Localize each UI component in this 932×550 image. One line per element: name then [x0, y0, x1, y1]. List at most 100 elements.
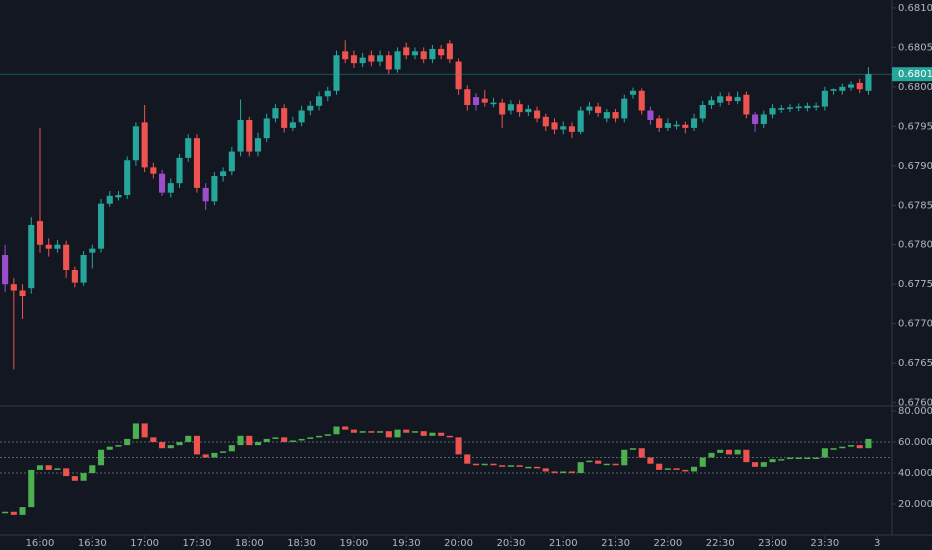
- candle-body: [420, 51, 427, 60]
- x-tick-label: 16:00: [26, 538, 55, 549]
- oscillator-bar: [656, 463, 663, 470]
- candle-body: [603, 112, 610, 119]
- candle-body: [577, 110, 584, 132]
- oscillator-bar: [472, 463, 480, 466]
- candle-body: [45, 244, 52, 249]
- oscillator-bar: [830, 448, 837, 450]
- candle-body: [185, 138, 192, 158]
- oscillator-bar: [786, 457, 794, 460]
- oscillator-bar: [368, 431, 375, 433]
- oscillator-bar: [19, 507, 26, 515]
- oscillator-bar: [89, 465, 96, 474]
- candle-body: [612, 112, 619, 119]
- candle-body: [760, 114, 767, 124]
- candle-body: [481, 98, 488, 103]
- candle-body: [743, 94, 750, 115]
- candle-body: [2, 255, 9, 285]
- oscillator-bar: [821, 448, 828, 458]
- oscillator-bar: [333, 426, 340, 435]
- candle-body: [272, 108, 279, 119]
- candle-body: [786, 107, 794, 109]
- candle-body: [377, 55, 384, 62]
- candle-body: [708, 100, 715, 105]
- candle-body: [464, 89, 471, 105]
- oscillator-bar: [438, 432, 445, 436]
- oscillator-bar: [682, 469, 689, 472]
- oscillator-bar: [359, 431, 366, 433]
- x-tick-label: 17:00: [130, 538, 159, 549]
- oscillator-bar: [542, 468, 549, 472]
- candle-body: [368, 55, 375, 62]
- x-tick-label: 23:30: [810, 538, 839, 549]
- oscillator-bar: [324, 434, 331, 436]
- oscillator-bar: [71, 476, 78, 481]
- y-tick-label: 40.00000: [898, 468, 932, 479]
- candle-body: [385, 55, 392, 70]
- y-tick-label: 20.00000: [898, 499, 932, 510]
- oscillator-bar: [394, 429, 401, 438]
- oscillator-bar: [595, 460, 602, 464]
- candle-body: [237, 120, 244, 152]
- candle-body: [342, 51, 349, 60]
- candle-body: [446, 43, 453, 60]
- oscillator-bar: [603, 463, 610, 466]
- oscillator-bar: [307, 437, 314, 439]
- candle-body: [176, 157, 183, 184]
- oscillator-bar: [10, 511, 17, 515]
- candle-body: [80, 255, 87, 283]
- candle-body: [647, 110, 654, 120]
- x-tick-label: 16:30: [78, 538, 107, 549]
- candle-body: [10, 284, 17, 291]
- candle-body: [228, 151, 235, 172]
- candle-body: [429, 48, 436, 60]
- candle-body: [830, 89, 837, 91]
- candle-body: [159, 173, 166, 193]
- candle-body: [36, 221, 44, 245]
- oscillator-bar: [664, 468, 671, 470]
- oscillator-bar: [403, 429, 410, 433]
- oscillator-bar: [847, 445, 855, 447]
- oscillator-bar: [272, 437, 279, 439]
- last-price-label: 0.68016: [898, 69, 932, 80]
- x-tick-label: 20:00: [444, 538, 473, 549]
- candle-body: [359, 57, 366, 64]
- candle-body: [490, 102, 497, 105]
- candle-body: [281, 108, 288, 128]
- oscillator-bar: [246, 435, 253, 446]
- candle-body: [656, 118, 663, 128]
- oscillator-bar: [350, 429, 357, 433]
- candle-body: [315, 96, 323, 106]
- candle-body: [682, 124, 689, 128]
- candle-body: [839, 86, 846, 91]
- oscillator-bar: [385, 431, 392, 438]
- candle-body: [804, 105, 811, 109]
- oscillator-bar: [490, 463, 497, 466]
- x-tick-label: 22:00: [653, 538, 682, 549]
- candle-body: [438, 48, 445, 56]
- oscillator-bar: [254, 442, 262, 446]
- oscillator-bar: [734, 449, 741, 455]
- oscillator-bar: [586, 460, 593, 463]
- candle-body: [115, 195, 122, 198]
- candle-body: [568, 126, 576, 132]
- candle-body: [507, 104, 514, 111]
- oscillator-bar: [525, 466, 532, 469]
- candle-body: [664, 123, 671, 128]
- oscillator-bar: [228, 445, 235, 452]
- candle-body: [298, 110, 305, 123]
- candle-body: [202, 187, 209, 202]
- candle-body: [350, 55, 357, 64]
- candle-body: [586, 106, 593, 111]
- oscillator-bar: [211, 452, 218, 458]
- oscillator-bar: [865, 438, 872, 449]
- candle-body: [193, 138, 201, 188]
- candle-body: [629, 90, 637, 95]
- oscillator-bar: [2, 511, 9, 514]
- oscillator-bar: [167, 445, 174, 449]
- oscillator-bar: [159, 442, 166, 449]
